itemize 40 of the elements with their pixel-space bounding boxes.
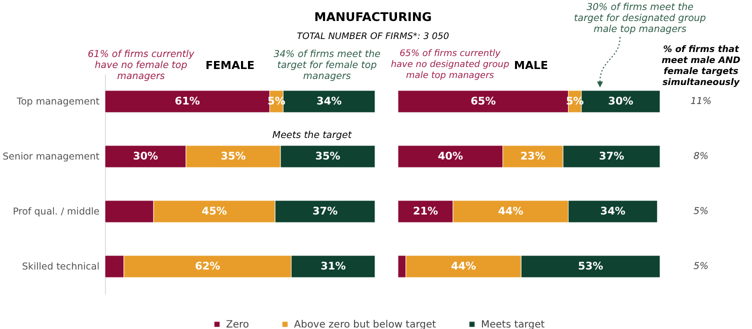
data-label: 34% [600, 206, 626, 218]
text: 5% [693, 206, 709, 217]
data-label: 31% [320, 260, 346, 272]
data-label: 62% [195, 260, 221, 272]
data-label: 61% [174, 96, 200, 108]
data-label: 40% [438, 150, 464, 162]
data-label: 34% [316, 96, 342, 108]
annotation: Meets the target [272, 130, 353, 141]
data-label: 44% [450, 260, 477, 272]
data-label: 35% [220, 150, 246, 162]
chart-title: FEMALE [205, 59, 255, 72]
chart-title: MALE [514, 59, 548, 72]
text: 30% of firms meet the target for designated group male top managers [574, 2, 706, 35]
annotation: 34% of firms meet the target for female top managers [274, 49, 381, 82]
data-label: 35% [315, 150, 341, 162]
y-tick-label: Prof qual. / middle [12, 206, 100, 218]
data-label: 23% [520, 150, 546, 162]
y-tick-label: Skilled technical [22, 262, 100, 272]
annotation: 65% of firms currently have no designated group male top managers [390, 49, 510, 81]
text: % of firms that meet male AND female targets simultaneously [662, 45, 741, 88]
data-label: 30% [132, 150, 159, 162]
text: 8% [693, 151, 709, 162]
data-label: 45% [202, 206, 228, 218]
text: TOTAL NUMBER OF FIRMS*: 3 050 [296, 32, 450, 42]
data-label: 44% [498, 206, 524, 218]
y-tick-label: Top management [16, 96, 100, 108]
text: 5% [693, 261, 709, 272]
data-label: 53% [578, 260, 604, 272]
data-label: 65% [470, 96, 496, 108]
legend-label: Above zero but below target [294, 319, 436, 329]
legend-label: Meets target [481, 319, 545, 329]
y-tick-label: Senior management [2, 152, 100, 162]
text: 11% [690, 96, 712, 107]
data-label: 30% [608, 96, 634, 108]
data-label: 37% [312, 206, 338, 218]
annotation: 61% of firms currently have no female top managers [88, 49, 195, 82]
legend-label: Zero [226, 319, 250, 329]
data-label: 37% [598, 150, 625, 162]
text: MANUFACTURING [314, 10, 432, 24]
data-label: 21% [412, 206, 439, 218]
